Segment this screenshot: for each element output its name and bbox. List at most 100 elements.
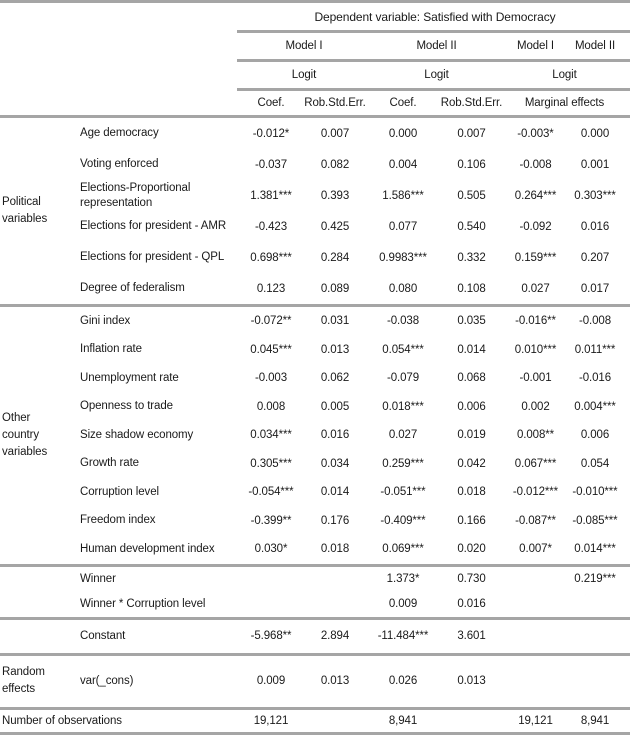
value-cell: 0.035 [457, 315, 486, 328]
value-cell: 1.586*** [382, 189, 424, 202]
value-cell: 0.002 [521, 400, 550, 413]
value-cell: 0.159*** [514, 251, 557, 264]
value-cell: -0.087** [515, 514, 556, 527]
table-row: Degree of federalism 0.123 0.089 0.080 0.108… [78, 273, 630, 304]
value-cell: -0.399** [250, 514, 292, 527]
value-cell: 0.016 [320, 429, 350, 442]
value-cell: -0.038 [386, 315, 419, 328]
table-row: Age democracy -0.012* 0.007 0.000 0.007 -0.00… [78, 118, 630, 149]
value-cell: -0.409*** [380, 514, 426, 527]
table-row: Voting enforced -0.037 0.082 0.004 0.106 -0.0… [78, 149, 630, 180]
header-stat-row: Coef. Rob.Std.Err. Coef. Rob.Std.Err. Ma… [0, 91, 630, 115]
value-cell: 0.034*** [250, 429, 292, 442]
variable-label: Elections-Proportional representation [80, 181, 191, 209]
group-label: Political variables [2, 196, 48, 225]
value-cell: 0.069*** [382, 543, 424, 556]
method-2-label: Logit [424, 69, 449, 81]
variable-label: Freedom index [80, 514, 156, 527]
variable-label: Age democracy [80, 127, 159, 140]
value-cell: 0.259*** [382, 457, 424, 470]
observations-value-cell: 19,121 [518, 714, 553, 727]
observations-value-cell: 8,941 [388, 714, 418, 727]
value-cell: 3.601 [457, 630, 486, 642]
value-cell: 0.166 [457, 514, 486, 527]
marginal-effects-header: Marginal effects [524, 97, 605, 109]
marginal-model-1-label: Model I [516, 40, 554, 52]
table-row: Inflation rate 0.045*** 0.013 0.054*** 0.014… [78, 336, 630, 365]
value-cell: 0.284 [320, 251, 350, 264]
variable-label: Winner [80, 572, 116, 585]
value-cell: 0.089 [320, 282, 350, 295]
group-label [0, 620, 78, 653]
table-row: Corruption level -0.054*** 0.014 -0.051*** 0… [78, 478, 630, 507]
value-cell: -0.085*** [572, 514, 618, 527]
value-cell: 0.108 [457, 282, 486, 295]
value-cell: 0.540 [457, 220, 486, 233]
bottom-rule [0, 731, 630, 735]
value-cell: 0.000 [388, 127, 418, 140]
value-cell: 0.011*** [574, 343, 616, 356]
variable-label: Voting enforced [80, 158, 159, 171]
variable-label: Elections for president - QPL [80, 251, 225, 264]
value-cell: 0.054 [580, 457, 610, 470]
group-label: Other country variables [2, 412, 48, 458]
value-cell: 0.030* [254, 543, 288, 556]
group-label: Random effects [2, 666, 45, 695]
section-rule [0, 706, 630, 710]
value-cell: 0.425 [320, 220, 350, 233]
value-cell: 0.077 [388, 220, 418, 233]
table-row: Gini index -0.072** 0.031 -0.038 0.035 -0.016… [78, 307, 630, 336]
value-cell: -0.054*** [248, 486, 294, 499]
value-cell: 0.062 [320, 372, 350, 385]
value-cell: -0.037 [254, 158, 287, 171]
value-cell: -0.003 [254, 372, 287, 385]
group-label [0, 567, 78, 617]
variable-label: Openness to trade [80, 400, 173, 413]
value-cell: 0.016 [457, 598, 486, 610]
table-row: Unemployment rate -0.003 0.062 -0.079 0.068 -… [78, 364, 630, 393]
value-cell: 0.017 [580, 282, 610, 295]
variable-label: Inflation rate [80, 343, 142, 356]
header-model-row: Model I Model II Model I Model II [0, 33, 630, 59]
value-cell: 0.332 [457, 251, 486, 264]
method-1-label: Logit [291, 69, 317, 81]
section-rule [0, 652, 630, 656]
value-cell: 0.006 [457, 400, 486, 413]
variable-label: Size shadow economy [80, 428, 194, 441]
table-row: Openness to trade 0.008 0.005 0.018*** 0.006… [78, 393, 630, 422]
table-section: Random effects var(_cons) 0.009 0.013 0.026 0… [0, 656, 630, 707]
value-cell: 0.106 [457, 158, 486, 171]
table-row: Constant -5.968** 2.894 -11.484*** 3.601 [78, 620, 630, 653]
value-cell: 0.014*** [574, 543, 616, 556]
method-3-label: Logit [552, 69, 577, 81]
value-cell: -0.003* [517, 127, 554, 140]
value-cell: 0.042 [457, 457, 486, 470]
value-cell: 0.014 [320, 486, 350, 499]
marginal-model-2-label: Model II [574, 40, 616, 52]
table-row: Winner * Corruption level 0.009 0.016 [78, 592, 630, 617]
value-cell: -0.092 [519, 220, 552, 233]
value-cell: 0.303*** [574, 189, 616, 202]
section-rule [0, 563, 630, 567]
value-cell: 0.000 [580, 127, 610, 140]
header-rule-3 [237, 88, 630, 91]
value-cell: -5.968** [250, 630, 292, 642]
value-cell: -0.008 [578, 315, 611, 328]
observations-value-cell: 19,121 [253, 714, 289, 727]
value-cell: 0.067*** [514, 457, 557, 470]
table-row: Elections for president - AMR -0.423 0.425… [78, 211, 630, 242]
value-cell: -0.016 [578, 372, 611, 385]
variable-label: Growth rate [80, 457, 139, 470]
value-cell: 0.013 [320, 343, 350, 356]
variable-label: Elections for president - AMR [80, 220, 227, 233]
value-cell: 0.034 [320, 457, 350, 470]
table-row: Winner 1.373* 0.730 0.219*** [78, 567, 630, 592]
header-rule-2 [237, 59, 630, 62]
value-cell: 1.381*** [250, 189, 292, 202]
header-rule-1 [237, 30, 630, 33]
observations-label: Number of observations [2, 714, 122, 727]
value-cell: 0.045*** [250, 343, 292, 356]
table-row: Growth rate 0.305*** 0.034 0.259*** 0.042 0.0… [78, 450, 630, 479]
variable-label: Constant [80, 629, 126, 642]
